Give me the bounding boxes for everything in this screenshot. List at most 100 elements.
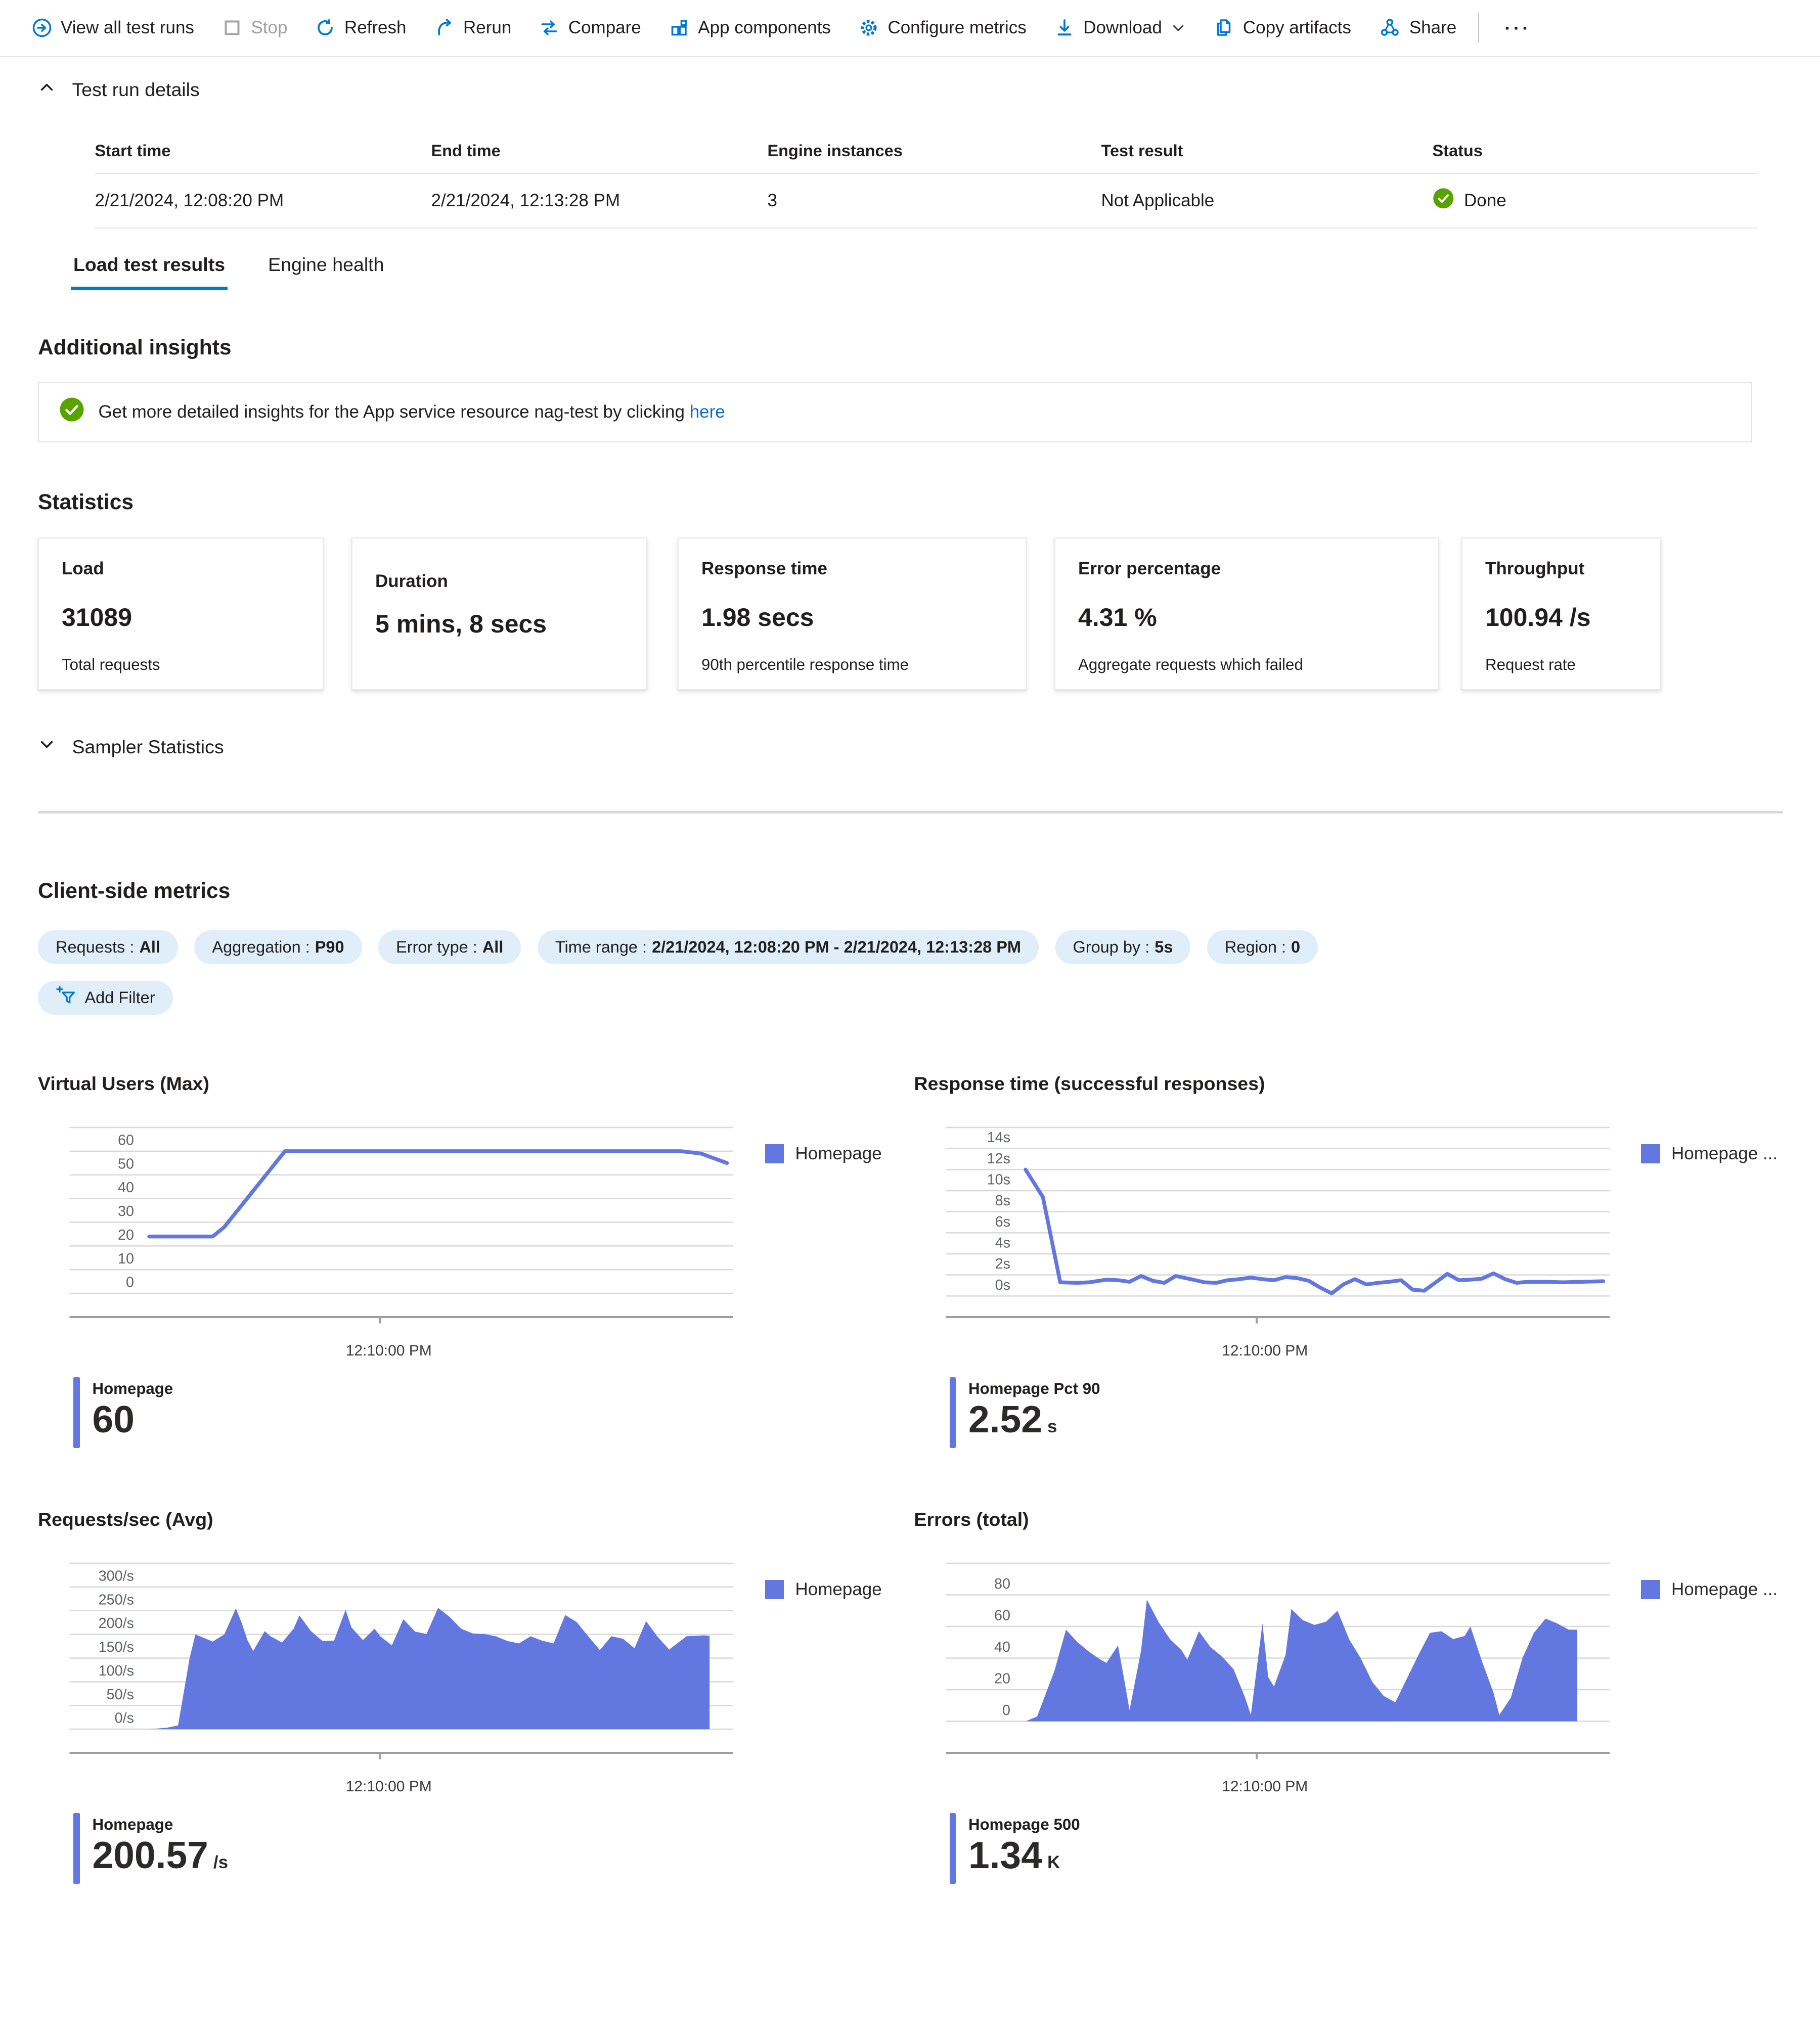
chart-title: Requests/sec (Avg) bbox=[38, 1509, 213, 1530]
additional-insights-heading: Additional insights bbox=[38, 336, 232, 359]
card-title: Duration bbox=[375, 571, 448, 591]
add-filter-button[interactable]: Add Filter bbox=[38, 980, 173, 1015]
start-time-cell: 2/21/2024, 12:08:20 PM bbox=[95, 190, 284, 210]
table-row: 2/21/2024, 12:08:20 PM 2/21/2024, 12:13:… bbox=[95, 174, 1757, 229]
chevron-down-icon bbox=[1171, 20, 1186, 35]
client-side-metrics-heading: Client-side metrics bbox=[38, 879, 231, 903]
success-check-icon bbox=[59, 397, 84, 427]
error-type-filter-pill[interactable]: Error type : All bbox=[378, 930, 521, 964]
chart-legend[interactable]: Homepage bbox=[765, 1144, 882, 1164]
svg-text:6s: 6s bbox=[995, 1214, 1010, 1230]
stat-color-bar bbox=[73, 1813, 80, 1884]
stat-name: Homepage 500 bbox=[968, 1816, 1080, 1833]
app-components-button[interactable]: App components bbox=[655, 0, 845, 56]
duration-card: Duration 5 mins, 8 secs bbox=[351, 537, 647, 690]
legend-label: Homepage bbox=[795, 1144, 882, 1163]
share-button[interactable]: Share bbox=[1365, 0, 1470, 56]
chart-legend[interactable]: Homepage bbox=[765, 1579, 882, 1600]
group-by-filter-pill[interactable]: Group by :5s bbox=[1055, 930, 1191, 964]
stat-color-bar bbox=[73, 1377, 80, 1448]
aggregation-filter-pill[interactable]: Aggregation : P90 bbox=[194, 930, 362, 964]
toolbar-item-label: View all test runs bbox=[61, 18, 194, 38]
test-run-details-header[interactable]: Test run details bbox=[38, 78, 1783, 101]
card-title: Throughput bbox=[1485, 558, 1585, 578]
here-link[interactable]: here bbox=[689, 401, 725, 422]
refresh-button[interactable]: Refresh bbox=[301, 0, 420, 56]
svg-text:0/s: 0/s bbox=[115, 1710, 134, 1727]
download-button[interactable]: Download bbox=[1040, 0, 1200, 56]
download-icon bbox=[1054, 18, 1075, 38]
chart-errors-total: Errors (total) 80 60 40 20 0 Homepage ... 12… bbox=[914, 1509, 1791, 1884]
response-time-plot: 14s 12s 10s 8s 6s 4s 2s 0s bbox=[946, 1126, 1610, 1324]
sampler-statistics-header[interactable]: Sampler Statistics bbox=[38, 736, 1783, 758]
tab-engine-health[interactable]: Engine health bbox=[268, 253, 384, 275]
copy-artifacts-button[interactable]: Copy artifacts bbox=[1200, 0, 1365, 56]
stat-value: 1.34 K bbox=[968, 1834, 1060, 1876]
svg-text:0: 0 bbox=[126, 1275, 134, 1291]
chart-legend[interactable]: Homepage ... bbox=[1641, 1144, 1778, 1164]
toolbar-item-label: Stop bbox=[251, 18, 288, 38]
chevron-down-icon bbox=[38, 736, 56, 758]
insights-info-box: Get more detailed insights for the App s… bbox=[38, 381, 1752, 442]
compare-arrows-icon bbox=[539, 18, 559, 38]
stop-button[interactable]: Stop bbox=[208, 0, 301, 56]
card-value: 31089 bbox=[62, 603, 132, 631]
toolbar-item-label: Download bbox=[1083, 18, 1162, 38]
requests-filter-pill[interactable]: Requests : All bbox=[38, 930, 178, 964]
toolbar-item-label: Share bbox=[1409, 18, 1457, 38]
card-title: Load bbox=[62, 558, 104, 578]
legend-label: Homepage bbox=[795, 1579, 882, 1599]
x-axis-label: 12:10:00 PM bbox=[1222, 1778, 1308, 1795]
card-title: Error percentage bbox=[1078, 558, 1221, 578]
arrow-circle-right-icon bbox=[32, 18, 52, 38]
chart-virtual-users-max: Virtual Users (Max) 60 50 40 30 20 10 0 Homepa… bbox=[38, 1073, 914, 1448]
more-options-button[interactable]: ··· bbox=[1487, 0, 1548, 56]
stat-value: 2.52 s bbox=[968, 1398, 1057, 1440]
svg-text:250/s: 250/s bbox=[99, 1592, 134, 1608]
toolbar-separator bbox=[1478, 13, 1480, 43]
rerun-button[interactable]: Rerun bbox=[420, 0, 525, 56]
status-badge: Done bbox=[1464, 190, 1506, 210]
configure-metrics-button[interactable]: Configure metrics bbox=[845, 0, 1040, 56]
chart-stat: Homepage 60 bbox=[73, 1377, 914, 1448]
statistics-cards: Load 31089 Total requests Duration 5 min… bbox=[38, 537, 1783, 690]
svg-text:20: 20 bbox=[118, 1227, 134, 1243]
svg-text:200/s: 200/s bbox=[99, 1615, 134, 1632]
response-time-card: Response time 1.98 secs 90th percentile … bbox=[678, 537, 1027, 690]
chart-legend[interactable]: Homepage ... bbox=[1641, 1579, 1778, 1600]
svg-text:4s: 4s bbox=[995, 1235, 1010, 1251]
compare-button[interactable]: Compare bbox=[525, 0, 655, 56]
tab-load-test-results[interactable]: Load test results bbox=[71, 251, 228, 290]
svg-text:40: 40 bbox=[118, 1180, 134, 1196]
engine-instances-cell: 3 bbox=[767, 190, 777, 210]
toolbar-item-label: Compare bbox=[568, 18, 641, 38]
card-caption: Total requests bbox=[62, 656, 160, 673]
test-run-details-table: Start time End time Engine instances Tes… bbox=[95, 128, 1757, 229]
view-all-test-runs-button[interactable]: View all test runs bbox=[18, 0, 208, 56]
x-axis-label: 12:10:00 PM bbox=[345, 1342, 432, 1359]
time-range-filter-pill[interactable]: Time range :2/21/2024, 12:08:20 PM - 2/2… bbox=[537, 930, 1039, 964]
svg-text:40: 40 bbox=[994, 1639, 1010, 1655]
toolbar-item-label: Copy artifacts bbox=[1242, 18, 1351, 38]
legend-swatch bbox=[765, 1144, 784, 1163]
svg-text:10: 10 bbox=[118, 1251, 134, 1267]
toolbar-item-label: Refresh bbox=[344, 18, 407, 38]
svg-text:10s: 10s bbox=[987, 1172, 1010, 1188]
stat-name: Homepage bbox=[92, 1816, 173, 1833]
x-axis-label: 12:10:00 PM bbox=[345, 1778, 432, 1795]
svg-text:150/s: 150/s bbox=[99, 1639, 134, 1655]
svg-text:14s: 14s bbox=[987, 1129, 1010, 1146]
errors-total-plot: 80 60 40 20 0 bbox=[946, 1562, 1610, 1759]
svg-text:300/s: 300/s bbox=[99, 1568, 134, 1584]
card-value: 5 mins, 8 secs bbox=[375, 609, 547, 638]
chart-response-time: Response time (successful responses) 14s… bbox=[914, 1073, 1791, 1448]
svg-text:30: 30 bbox=[118, 1203, 134, 1219]
region-filter-pill[interactable]: Region :0 bbox=[1207, 930, 1318, 964]
stat-name: Homepage bbox=[92, 1380, 173, 1397]
share-icon bbox=[1379, 18, 1401, 38]
svg-text:0: 0 bbox=[1002, 1702, 1010, 1719]
column-header: Status bbox=[1432, 141, 1483, 160]
legend-label: Homepage ... bbox=[1671, 1579, 1778, 1599]
insights-message: Get more detailed insights for the App s… bbox=[98, 401, 725, 422]
legend-label: Homepage ... bbox=[1671, 1144, 1778, 1163]
